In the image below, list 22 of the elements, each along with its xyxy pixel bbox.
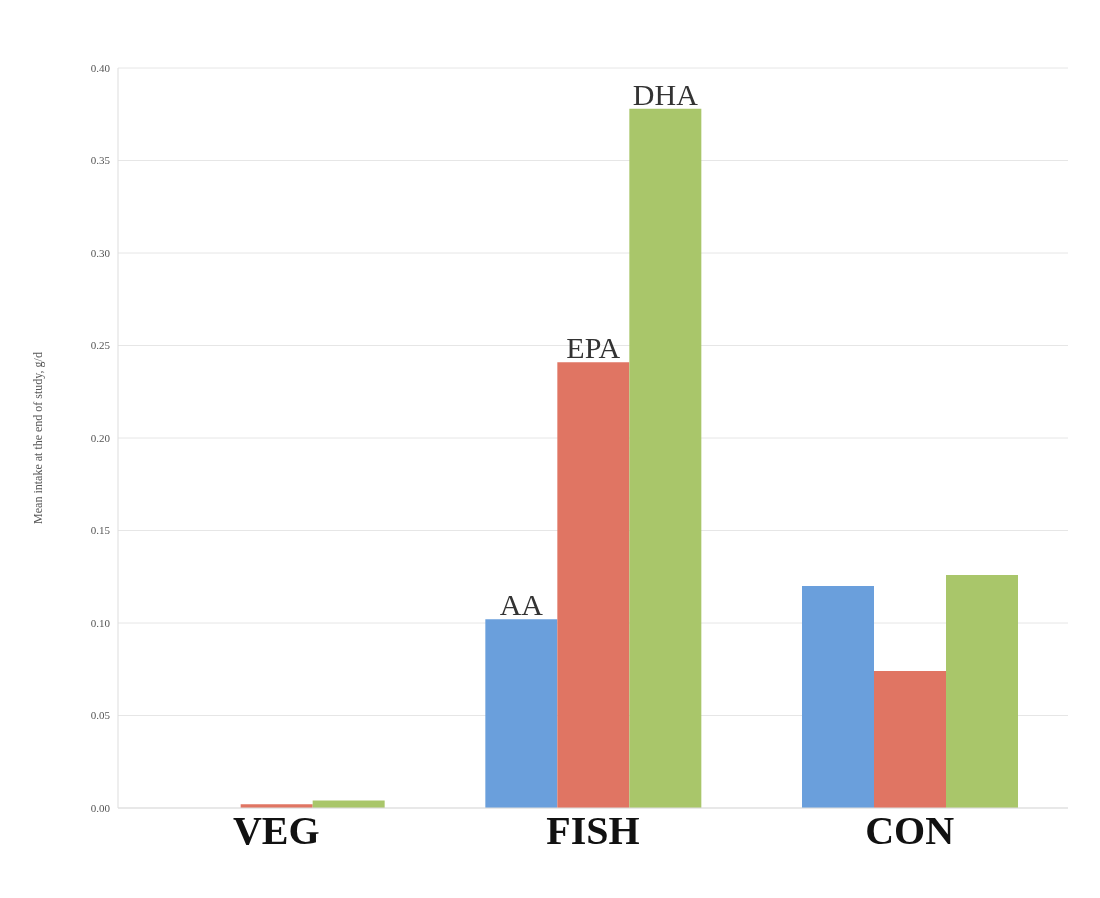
series-label: DHA [632, 77, 699, 111]
y-tick-label: 0.25 [90, 339, 111, 352]
bar [629, 108, 702, 808]
y-tick-label: 0.10 [90, 616, 111, 629]
bar [557, 362, 630, 808]
bar [874, 671, 946, 808]
x-tick-label: CON [865, 808, 955, 854]
x-tick-label: FISH [546, 808, 640, 854]
x-tick-label: VEG [232, 808, 320, 854]
y-tick-label: 0.15 [90, 524, 111, 537]
y-tick-label: 0.30 [90, 246, 111, 259]
bar [485, 619, 558, 808]
y-tick-label: 0.35 [90, 154, 111, 167]
y-tick-label: 0.20 [90, 431, 111, 444]
y-tick-label: 0.05 [90, 709, 111, 722]
y-tick-label: 0.00 [90, 801, 111, 814]
series-label: EPA [566, 331, 621, 365]
bar [946, 574, 1018, 808]
bar [802, 586, 874, 808]
y-axis-title: Mean intake at the end of study, g/d [31, 352, 46, 524]
y-tick-label: 0.40 [90, 61, 111, 74]
series-label: AA [499, 588, 544, 622]
